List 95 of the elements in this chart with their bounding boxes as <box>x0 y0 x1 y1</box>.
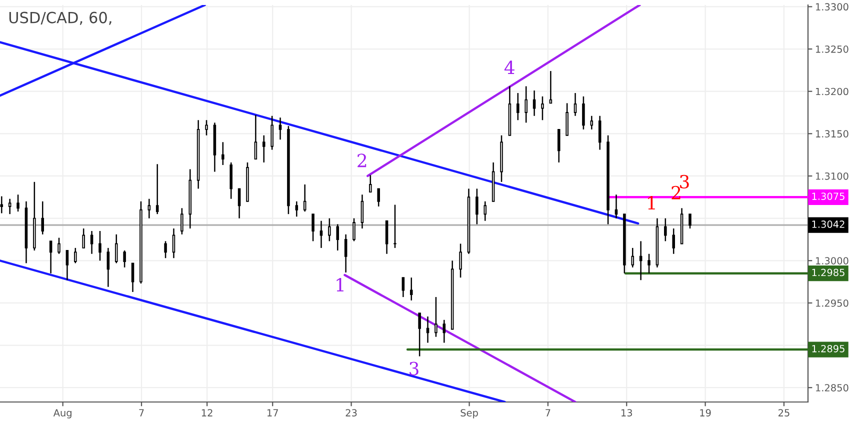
candlestick <box>295 200 298 218</box>
candlestick <box>516 92 520 121</box>
x-tick-label: 13 <box>622 409 632 416</box>
candlestick <box>328 218 331 242</box>
annotation: 1 <box>336 278 344 292</box>
y-tick-label: 1.3150 <box>816 130 848 138</box>
candlestick <box>574 92 577 117</box>
y-tick-label: 1.2850 <box>816 384 848 392</box>
candlestick <box>58 237 60 254</box>
annotation: 3 <box>410 362 418 376</box>
x-tick-label: 12 <box>202 409 212 416</box>
candlestick <box>598 115 602 150</box>
candlestick <box>180 208 184 236</box>
candlestick <box>98 230 102 262</box>
x-tick-label: 25 <box>778 409 790 416</box>
candlestick <box>639 240 642 281</box>
candlestick <box>49 240 52 274</box>
candlestick <box>320 220 323 249</box>
y-tick-label: 1.2950 <box>816 299 848 307</box>
candlestick <box>8 198 12 215</box>
annotation: 2 <box>358 154 366 168</box>
x-tick-label: 23 <box>346 409 357 416</box>
candlestick <box>131 262 134 293</box>
candlestick <box>230 162 232 200</box>
candlestick <box>402 276 405 298</box>
candlestick <box>278 116 282 140</box>
y-tick-label: 1.3100 <box>816 172 848 180</box>
candlestick <box>16 194 20 212</box>
x-tick-label: 17 <box>267 409 278 416</box>
candlestick <box>238 188 241 219</box>
candlestick <box>476 188 478 225</box>
x-tick-label: 19 <box>700 409 711 416</box>
y-tick-label: 1.3250 <box>816 45 848 53</box>
x-tick-label: 7 <box>139 409 144 416</box>
data-label: 1.2985 <box>812 268 844 276</box>
candlestick <box>303 184 306 212</box>
candlestick <box>385 220 388 254</box>
candlestick <box>410 276 413 302</box>
candlestick <box>394 204 396 249</box>
x-tick-label: Sep <box>460 409 478 418</box>
candlestick <box>377 188 380 208</box>
candlestick <box>164 240 167 259</box>
candlestick <box>664 218 667 242</box>
candlestick <box>106 247 110 288</box>
candlestick <box>426 316 430 344</box>
candlestick <box>688 213 692 230</box>
candlestick <box>114 234 118 264</box>
candlestick <box>262 134 266 164</box>
candlestick <box>352 218 356 242</box>
candlestick <box>41 200 44 236</box>
candlestick <box>648 253 650 274</box>
candlestick <box>631 247 634 268</box>
candlestick <box>442 319 446 344</box>
candlestick <box>172 228 176 259</box>
candlestick <box>418 312 421 357</box>
candlestick <box>557 128 560 164</box>
candlestick <box>156 164 159 215</box>
x-tick-label: Aug <box>53 409 72 418</box>
data-label: 1.2895 <box>812 344 844 352</box>
candlestick <box>524 86 528 124</box>
candlestick <box>148 198 151 219</box>
candlestick <box>254 114 258 160</box>
candlestick <box>0 196 4 214</box>
candlestick <box>312 213 314 242</box>
candlestick <box>74 247 77 264</box>
candlestick <box>566 102 568 136</box>
y-tick-label: 1.3300 <box>816 3 848 11</box>
candlestick <box>532 90 536 117</box>
candlestick <box>66 250 69 281</box>
candlestick <box>270 115 274 150</box>
candlestick <box>590 115 594 130</box>
x-tick-label: 7 <box>546 409 550 416</box>
candlestick <box>459 243 462 278</box>
candlestick <box>123 250 126 268</box>
candlestick <box>205 119 208 136</box>
chart-title: USD/CAD, 60, <box>9 12 112 25</box>
data-label: 1.3075 <box>812 192 844 200</box>
candlestick <box>614 194 618 219</box>
candlestick <box>541 96 544 121</box>
annotation: 1 <box>648 196 655 210</box>
candlestick <box>82 228 85 249</box>
y-tick-label: 1.3200 <box>816 88 848 96</box>
candlestick <box>344 234 348 274</box>
candlestick <box>360 194 364 230</box>
candlestick <box>336 224 340 252</box>
ref-line-label: 1.3042 <box>812 220 844 228</box>
annotation: 3 <box>680 174 689 188</box>
candlestick <box>672 228 675 254</box>
annotation: 4 <box>504 60 514 74</box>
candlestick <box>434 296 438 338</box>
candlestick <box>369 174 372 193</box>
candlestick <box>484 200 487 222</box>
candlestick <box>222 142 224 166</box>
candlestick <box>582 96 585 130</box>
y-tick-label: 1.3000 <box>816 257 848 264</box>
